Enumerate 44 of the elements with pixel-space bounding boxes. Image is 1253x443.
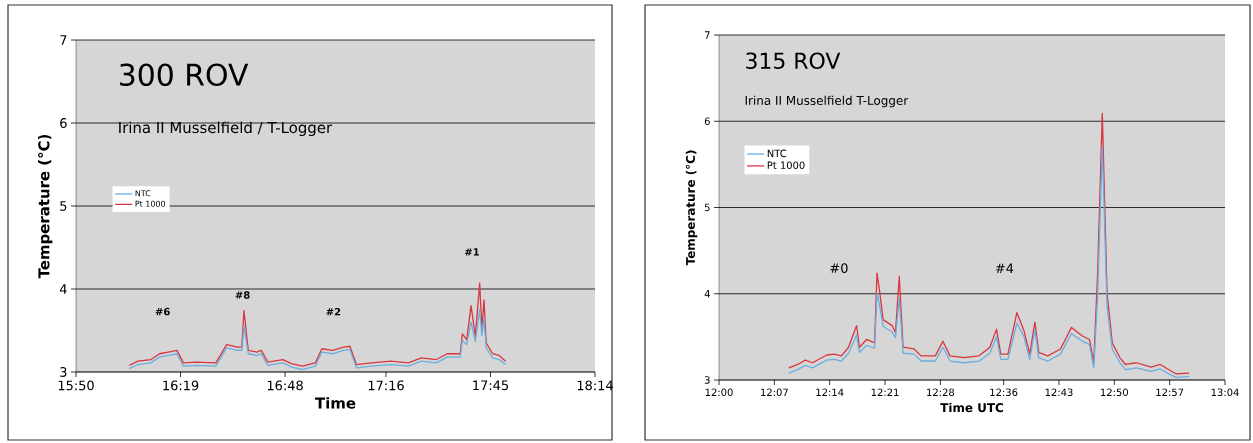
x-tick-label: 15:50 <box>58 380 94 391</box>
annotation: #1 <box>465 248 479 256</box>
x-tick-label: 12:50 <box>1101 388 1128 397</box>
x-tick-label: 16:19 <box>163 380 199 391</box>
annotation: #0 <box>830 263 848 273</box>
x-tick-label: 12:28 <box>927 388 955 397</box>
x-tick-label: 13:04 <box>1211 388 1239 397</box>
legend-label: Pt 1000 <box>767 161 805 169</box>
text: 315 ROV <box>746 52 841 70</box>
x-axis-title: Time <box>315 397 356 409</box>
y-tick-label: 7 <box>60 35 67 45</box>
y-tick-label: 6 <box>60 118 67 128</box>
text: Irina II Musselfield T-Logger <box>745 95 909 108</box>
y-tick-label: 7 <box>704 31 710 39</box>
y-axis-title: Temperature (°C) <box>37 134 53 279</box>
line-series <box>128 309 507 371</box>
x-tick-label: 12:57 <box>1156 388 1184 397</box>
annotation: #6 <box>155 307 170 316</box>
x-tick-label: 12:07 <box>761 388 788 397</box>
y-tick-label: 3 <box>704 376 710 384</box>
x-tick-label: 12:00 <box>705 388 733 397</box>
legend-label: NTC <box>767 149 787 158</box>
x-tick-label: 18:14 <box>577 380 613 391</box>
x-tick-label: 12:36 <box>990 388 1018 397</box>
x-tick-label: 17:45 <box>473 380 509 391</box>
text: 300 ROV <box>120 63 249 87</box>
text: Irina II Musselfield / T-Logger <box>119 121 333 137</box>
x-axis-title: Time UTC <box>940 402 1004 413</box>
y-tick-label: 4 <box>704 290 710 298</box>
y-tick-label: 4 <box>59 284 67 294</box>
x-tick-label: 16:48 <box>267 380 303 391</box>
y-tick-label: 3 <box>60 367 67 377</box>
x-tick-label: 12:21 <box>871 388 899 396</box>
annotation: #8 <box>235 291 250 299</box>
y-tick-label: 5 <box>60 201 67 211</box>
y-axis-title: Temperature (°C) <box>685 150 698 266</box>
annotation: #4 <box>995 263 1014 273</box>
x-tick-label: 12:43 <box>1045 388 1073 397</box>
y-tick-label: 6 <box>704 117 710 126</box>
line-series <box>128 282 507 367</box>
annotation: #2 <box>326 307 341 316</box>
y-tick-label: 5 <box>704 203 710 212</box>
x-tick-label: 12:14 <box>816 388 844 396</box>
x-tick-label: 17:16 <box>368 380 404 391</box>
